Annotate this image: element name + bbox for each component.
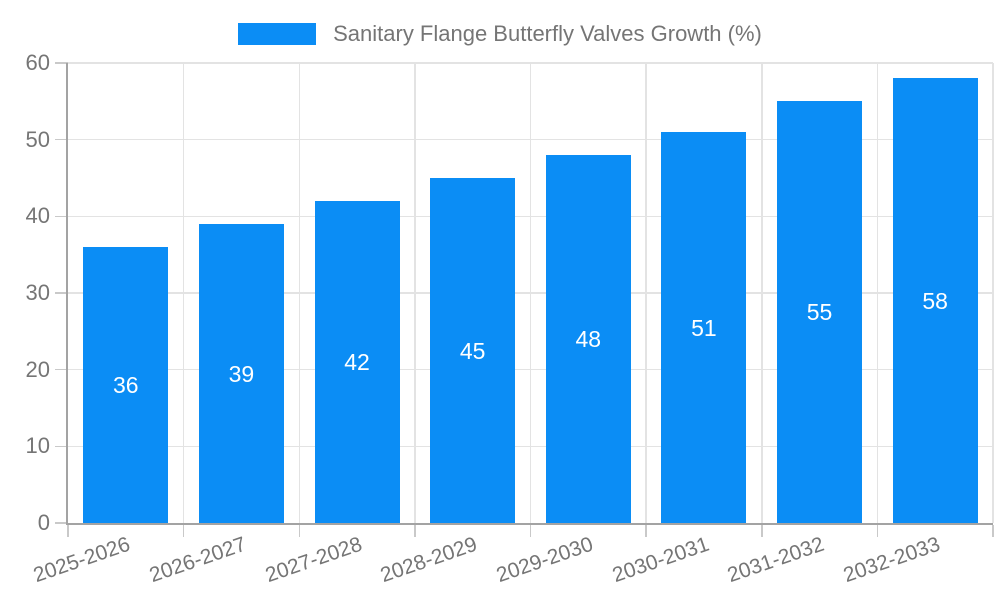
gridline-vertical [529,63,532,523]
y-axis-tick [55,445,68,448]
x-axis-tick-label: 2029-2030 [493,532,596,588]
bar: 48 [545,155,631,523]
x-axis-tick [992,525,994,537]
x-axis-tick-label: 2027-2028 [262,532,365,588]
y-axis-tick [55,138,68,141]
x-axis-tick [67,525,69,537]
y-axis-tick [55,292,68,294]
y-axis-tick-label: 10 [25,433,50,459]
x-axis-tick [645,525,647,537]
y-axis-tick-label: 50 [25,126,50,152]
x-axis-tick [761,525,763,537]
bar-value-label: 42 [344,349,370,375]
x-axis-tick-label: 2030-2031 [609,532,712,588]
x-axis-tick [529,525,532,537]
chart-legend: Sanitary Flange Butterfly Valves Growth … [0,21,1000,47]
y-axis-tick-label: 30 [25,280,50,305]
x-axis-line [66,523,993,525]
gridline-vertical [761,63,763,523]
x-axis-tick [414,525,416,537]
y-axis-tick-label: 20 [25,356,50,382]
bar: 58 [892,78,978,523]
x-axis-tick-label: 2032-2033 [840,532,943,588]
y-axis-tick-label: 60 [25,50,50,75]
bar-value-label: 39 [228,360,255,387]
legend-label: Sanitary Flange Butterfly Valves Growth … [333,21,762,46]
x-axis-tick-label: 2026-2027 [146,532,250,588]
y-axis-tick-label: 0 [37,510,50,535]
legend-item[interactable]: Sanitary Flange Butterfly Valves Growth … [238,21,762,47]
bar: 42 [314,201,400,523]
y-axis-line [66,63,68,525]
bar: 51 [661,132,747,523]
bar: 55 [777,101,863,523]
y-axis-tick [55,62,68,64]
x-axis-tick [876,525,879,537]
x-axis-tick-label: 2031-2032 [724,532,828,588]
bar-value-label: 55 [806,299,833,326]
x-axis-tick [182,525,185,537]
bar-value-label: 58 [922,287,948,314]
y-axis-tick [55,215,68,218]
bar-value-label: 48 [575,326,602,352]
bar-value-label: 36 [113,372,139,398]
plot-area: 0 10 20 30 40 50 60 36 2025-2026 39 2026-2027 42 202… [26,50,994,587]
bar: 45 [430,178,516,523]
x-axis-tick-label: 2025-2026 [30,532,134,588]
y-axis-tick [55,368,68,371]
x-axis-tick [298,525,300,537]
bar: 36 [83,247,169,523]
bar: 39 [198,224,284,523]
bar-value-label: 45 [459,337,486,364]
gridline-vertical [182,63,185,523]
gridline-vertical [992,63,994,523]
gridline-vertical [298,63,300,523]
bar-value-label: 51 [691,314,717,341]
gridline-vertical [645,63,647,523]
y-axis-tick-label: 40 [25,203,50,229]
x-axis-tick-label: 2028-2029 [377,532,481,588]
gridline-vertical [414,63,416,523]
legend-swatch [238,23,317,45]
y-axis-tick [55,522,68,524]
gridline-vertical [876,63,879,523]
